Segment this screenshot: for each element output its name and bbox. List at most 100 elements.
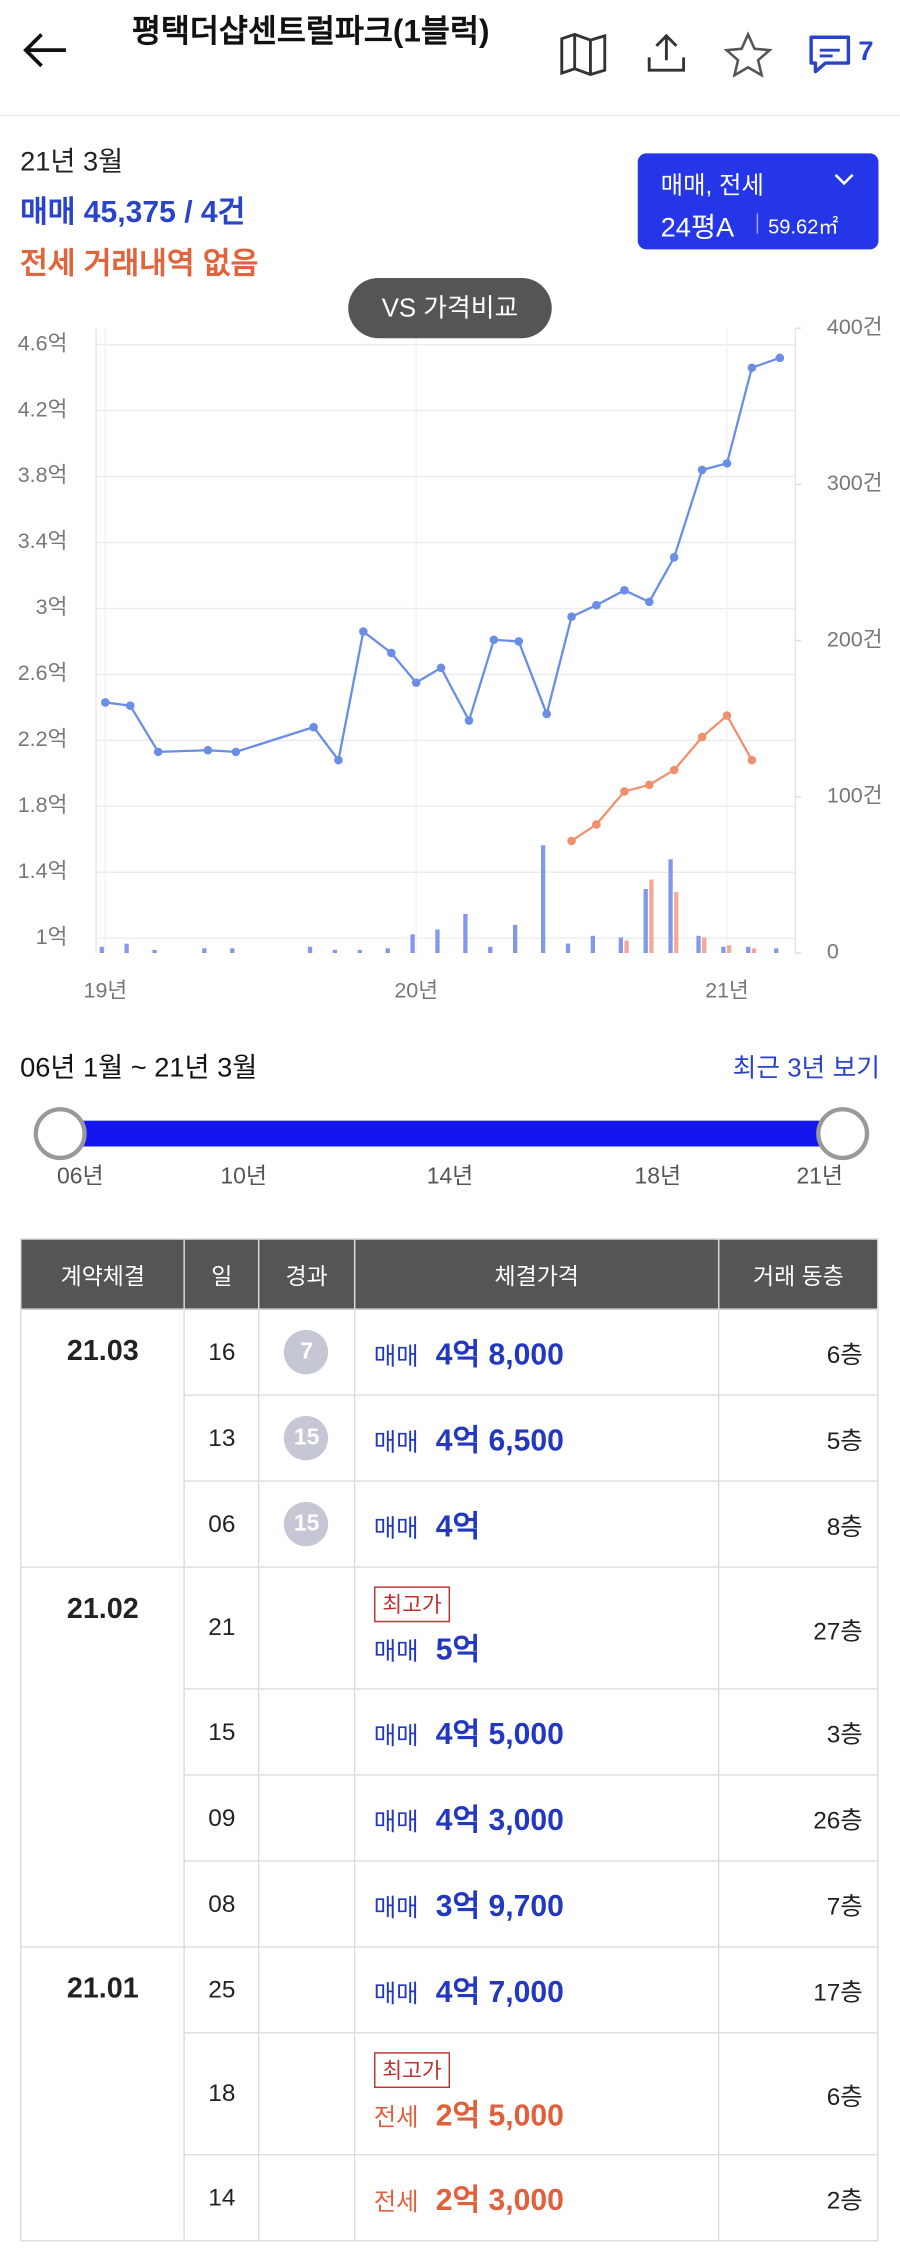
price-cell: 매매 4억 7,000 [353, 1946, 720, 2034]
separator [756, 213, 759, 234]
day-cell: 16 [184, 1308, 260, 1396]
line [105, 356, 781, 763]
bar [540, 845, 546, 954]
point [747, 755, 757, 765]
badge-cell [258, 1688, 356, 1776]
bar [624, 940, 629, 954]
page-title: 평택더샵센트럴파크(1블럭) [131, 12, 490, 49]
deal-row: 08 매매 3억 9,700 7층 [21, 1860, 879, 1948]
bar [696, 935, 701, 954]
price-cell: 매매 4억 8,000 [353, 1308, 720, 1396]
point [514, 637, 524, 646]
share-icon[interactable] [645, 32, 688, 75]
price-cell: 최고가 매매 5억 [353, 1566, 720, 1690]
point [644, 597, 654, 607]
point [359, 627, 368, 636]
day-cell: 18 [184, 2032, 260, 2156]
price-cell: 최고가 전세 2억 5,000 [353, 2032, 720, 2156]
price-cell: 전세 2억 3,000 [353, 2153, 720, 2242]
deal-row: 21.03 16 7 매매 4억 8,000 6층 [20, 1308, 879, 1568]
y-tick-label: 3억 [36, 595, 68, 619]
day-cell: 13 [184, 1394, 260, 1482]
elapsed-badge: 7 [284, 1329, 329, 1375]
filter-area: 59.62㎡ [768, 214, 839, 238]
deal-type: 매매 [373, 1807, 419, 1836]
bar [702, 937, 707, 954]
slider-handle[interactable] [33, 1107, 87, 1161]
floor-cell: 6층 [718, 1308, 879, 1396]
deal-price: 5억 [435, 1633, 481, 1667]
point [592, 600, 601, 610]
point [101, 698, 110, 707]
y2-tick-label: 400건 [827, 315, 883, 339]
bar [649, 879, 654, 954]
badge-cell: 15 [258, 1480, 356, 1568]
comment-icon[interactable] [805, 33, 854, 76]
price-cell: 매매 4억 3,000 [353, 1774, 720, 1862]
y-tick-label: 4.6억 [18, 331, 68, 355]
day-cell: 08 [184, 1860, 260, 1948]
point [669, 765, 679, 775]
bar [674, 892, 679, 954]
table-header: 계약체결 일 경과 체결가격 거래 동층 [20, 1238, 879, 1310]
x-tick-label: 21년 [705, 978, 749, 1002]
point [592, 820, 601, 829]
y2-tick-label: 300건 [827, 471, 883, 495]
line [570, 713, 753, 842]
map-icon[interactable] [559, 32, 608, 78]
bar [332, 949, 338, 954]
table-body: 21.03 16 7 매매 4억 8,000 6층 13 15 매매 4억 6,500 5층 06 15… [20, 1308, 879, 2242]
top-price-tag: 최고가 [373, 2052, 451, 2089]
bar [410, 934, 415, 954]
column-header: 거래 동층 [718, 1238, 879, 1310]
column-header: 계약체결 [20, 1238, 186, 1310]
bar [385, 948, 390, 954]
period: 21년 3월 [20, 147, 124, 178]
point [542, 709, 552, 719]
range-label: 21년 [796, 1163, 843, 1189]
jeonse-summary: 전세 거래내역 없음 [20, 247, 259, 281]
floor-cell: 2층 [718, 2153, 879, 2242]
badge-cell [258, 1566, 356, 1690]
deal-price: 4억 6,500 [435, 1423, 564, 1457]
deal-type: 전세 [373, 2103, 419, 2132]
deal-price: 3억 9,700 [435, 1889, 564, 1923]
point [747, 363, 757, 373]
back-button[interactable] [20, 29, 69, 72]
point [411, 678, 421, 687]
day-cell: 14 [184, 2153, 260, 2242]
comment-count: 7 [858, 37, 874, 68]
month-cell: 21.01 [20, 1946, 186, 2242]
point [203, 745, 213, 755]
deal-row: 13 15 매매 4억 6,500 5층 [21, 1394, 879, 1482]
chart: 1억 1.4억 1.8억 2.2억 2.6억 3억 3.4억 3.8억 4.2억 4.6억 0 100… [18, 315, 883, 1003]
deal-type: 매매 [373, 1721, 419, 1750]
bar [152, 949, 157, 954]
day-cell: 09 [184, 1774, 260, 1862]
floor-cell: 17층 [718, 1946, 879, 2034]
price-cell: 매매 4억 5,000 [353, 1688, 720, 1776]
filter-box[interactable]: 매매, 전세 24평A 59.62㎡ [637, 153, 879, 250]
compare-button[interactable]: VS 가격비교 [348, 278, 552, 339]
day-cell: 21 [184, 1566, 260, 1690]
range-slider: 06년 10년 14년 18년 21년 [33, 1107, 870, 1189]
slider-handle[interactable] [816, 1107, 870, 1161]
deal-price: 2억 3,000 [435, 2183, 564, 2217]
floor-cell: 7층 [718, 1860, 879, 1948]
column-header: 경과 [258, 1238, 356, 1310]
recent-link[interactable]: 최근 3년 보기 [732, 1053, 880, 1082]
filter-types: 매매, 전세 [660, 171, 764, 200]
point [775, 353, 785, 363]
deal-type: 매매 [373, 1638, 419, 1666]
filter-size: 24평A [660, 213, 735, 244]
bar [124, 943, 129, 954]
column-header: 일 [184, 1238, 260, 1310]
bar [721, 946, 726, 954]
bar [618, 937, 623, 954]
point [722, 459, 732, 468]
star-icon[interactable] [723, 31, 773, 78]
point [722, 711, 732, 720]
y-tick-label: 2.2억 [18, 727, 68, 751]
point [387, 648, 396, 658]
y2-tick-label: 100건 [827, 783, 883, 807]
